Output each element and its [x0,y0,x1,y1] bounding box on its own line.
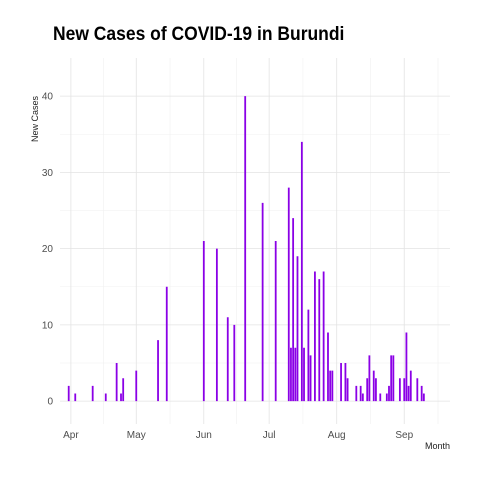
bar [422,393,425,402]
bar [165,286,168,402]
bar [416,378,419,402]
x-tick-label: Aug [328,430,346,441]
bar [366,378,369,402]
bar [303,347,305,402]
x-tick-label: May [127,430,146,441]
bar [261,202,264,402]
bar [346,378,349,402]
bar [135,370,138,402]
bar [122,378,125,402]
bar [390,355,393,402]
bar [226,317,229,402]
bar [398,378,401,402]
x-tick-label: Sep [395,430,413,441]
bar [274,241,277,402]
bar [359,385,362,402]
bar [403,378,406,402]
bar [104,393,107,402]
bar [233,324,236,402]
x-tick-label: Jul [263,430,276,441]
bar [202,241,205,402]
bar [244,96,247,402]
bar [385,393,388,402]
bar [67,385,70,402]
y-tick-label: 40 [42,92,54,103]
bar [157,340,159,402]
bar [287,187,290,402]
bar [407,385,410,402]
bar [215,248,218,402]
bar [344,363,347,402]
bar [290,347,292,402]
bar [296,256,299,402]
gridlines [60,58,450,424]
bar [372,370,375,402]
bar [318,279,321,402]
bar [322,271,325,402]
bar [379,393,382,402]
bar [307,309,310,402]
x-axis-label: Month [424,441,450,451]
bar [405,332,408,402]
x-tick-label: Apr [63,430,79,441]
bar [120,393,122,402]
bar [388,385,390,402]
x-tick-label: Jun [196,430,212,441]
bar [309,355,312,402]
y-tick-label: 10 [42,320,54,331]
chart-title: New Cases of COVID-19 in Burundi [53,24,345,45]
bar [375,378,377,402]
bar [420,385,423,402]
bar [327,332,329,402]
bars [67,96,425,402]
bar [294,347,297,402]
y-tick-label: 20 [42,244,54,255]
bar [115,363,118,402]
bar [340,363,342,402]
bar [368,355,371,402]
bar [329,370,332,402]
tick-labels: 0 10 20 30 40 Apr May Jun Jul Aug Sep [42,92,414,441]
y-tick-label: 30 [42,168,54,179]
y-tick-label: 0 [47,397,53,408]
bar [355,385,358,402]
bar [409,370,412,402]
bar [331,370,334,402]
bar [292,218,295,402]
bar [314,271,316,402]
bar [361,393,364,402]
bar [300,141,303,402]
bar [392,355,395,402]
bar [91,385,94,402]
bar [74,393,77,402]
